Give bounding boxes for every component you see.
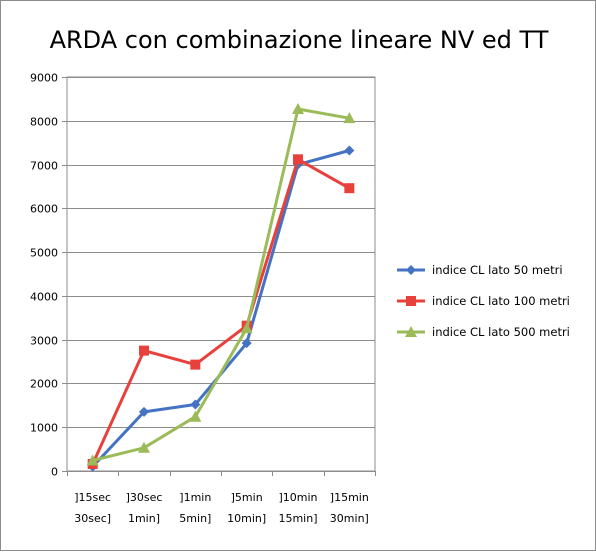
y-tick-label: 3000	[30, 335, 58, 348]
legend-label-1: indice CL lato 50 metri	[432, 263, 563, 277]
series-line-1	[91, 149, 350, 468]
y-tick-label: 2000	[30, 378, 58, 391]
x-tick-label: 30sec]	[74, 512, 111, 525]
y-tick-label: 1000	[30, 422, 58, 435]
legend-label-3: indice CL lato 500 metri	[432, 325, 570, 339]
x-tick-label: 30min]	[330, 512, 369, 525]
data-point-series-3	[240, 322, 253, 334]
data-point-series-3	[292, 102, 304, 114]
data-point-series-3	[86, 454, 99, 466]
legend-marker-1	[406, 265, 416, 275]
data-point-series-2	[139, 345, 149, 356]
data-point-series-3	[189, 410, 202, 422]
legend-marker-2	[406, 296, 416, 306]
y-tick-label: 7000	[30, 160, 58, 173]
data-point-series-1	[241, 338, 252, 349]
x-tick-label: 1min]	[128, 512, 160, 525]
data-point-series-1	[344, 145, 355, 156]
legend-label-2: indice CL lato 100 metri	[432, 294, 570, 308]
data-point-series-2	[190, 359, 201, 370]
series-line-3	[92, 107, 350, 462]
x-tick-label: ]15sec	[74, 491, 111, 504]
legend-marker-3	[405, 326, 417, 337]
y-tick-label: 6000	[30, 203, 58, 216]
data-point-series-1	[139, 406, 149, 417]
y-tick-label: 5000	[30, 247, 58, 260]
y-tick-label: 4000	[30, 291, 58, 304]
x-tick-label: ]15min	[330, 491, 369, 504]
plot-area-border	[66, 76, 376, 472]
x-tick-label: 5min]	[179, 512, 211, 525]
x-tick-label: ]5min	[231, 491, 263, 504]
x-tick-label: ]30sec	[126, 491, 163, 504]
x-tick-label: ]10min	[278, 491, 317, 504]
x-tick-label: 10min]	[227, 512, 266, 525]
data-point-series-2	[344, 183, 355, 194]
series-line-2	[91, 157, 351, 465]
x-tick-label: ]1min	[179, 491, 211, 504]
data-point-series-3	[138, 441, 150, 453]
y-tick-label: 8000	[30, 116, 58, 129]
x-tick-label: 15min]	[278, 512, 317, 525]
data-point-series-1	[190, 399, 201, 410]
data-point-series-3	[343, 112, 356, 124]
chart-title: ARDA con combinazione lineare NV ed TT	[50, 26, 549, 54]
y-tick-label: 0	[51, 466, 58, 479]
data-point-series-2	[293, 154, 303, 165]
y-tick-label: 9000	[30, 72, 58, 85]
